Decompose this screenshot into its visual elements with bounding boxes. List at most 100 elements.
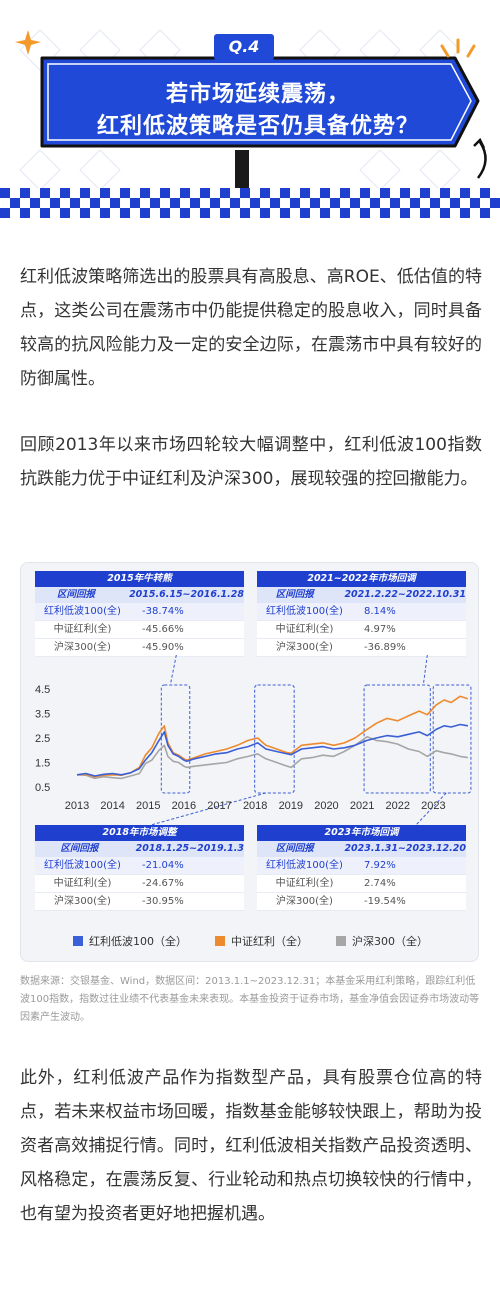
row-value: -30.95%	[142, 896, 184, 907]
legend-swatch	[336, 936, 346, 946]
range-dates: 2018.1.25~2019.1.3	[135, 843, 244, 854]
x-tick-label: 2018	[243, 800, 267, 812]
row-name: 中证红利(全)	[53, 624, 112, 635]
checker-square	[340, 188, 350, 198]
checker-square	[30, 198, 40, 208]
checker-square	[230, 198, 240, 208]
checker-square	[40, 188, 50, 198]
checker-square	[160, 188, 170, 198]
checker-square	[400, 208, 410, 218]
checker-square	[70, 198, 80, 208]
x-tick-label: 2014	[100, 800, 124, 812]
legend-swatch	[73, 936, 83, 946]
range-label: 区间回报	[57, 589, 96, 600]
row-name: 沪深300(全)	[54, 896, 111, 907]
checker-square	[220, 208, 230, 218]
row-value: -19.54%	[364, 896, 406, 907]
title-sign	[15, 30, 487, 179]
y-tick-label: 4.5	[35, 684, 50, 696]
y-tick-label: 2.5	[35, 733, 50, 745]
checker-square	[330, 198, 340, 208]
highlight-period-box	[254, 684, 295, 794]
period-table-title: 2018年市场调整	[35, 825, 244, 841]
checker-square	[480, 208, 490, 218]
checker-square	[10, 198, 20, 208]
checker-square	[320, 188, 330, 198]
period-table-title: 2015年牛转熊	[35, 571, 244, 587]
checker-square	[460, 188, 470, 198]
legend-item: 沪深300（全）	[336, 933, 428, 949]
row-value: -24.67%	[142, 878, 184, 889]
x-tick-label: 2020	[314, 800, 338, 812]
checker-square	[180, 188, 190, 198]
checker-square	[310, 198, 320, 208]
checker-square	[450, 198, 460, 208]
legend-item: 中证红利（全）	[215, 933, 308, 949]
checker-square	[20, 188, 30, 198]
checker-square	[320, 208, 330, 218]
checker-square	[120, 188, 130, 198]
range-dates: 2021.2.22~2022.10.31	[344, 589, 466, 600]
row-name: 红利低波100(全)	[44, 606, 121, 617]
row-name: 红利低波100(全)	[266, 860, 343, 871]
line-chart: 4.5 3.5 2.5 1.5 0.5 2013 2014 2015 2016 2017 2018 2…	[35, 654, 472, 826]
row-name: 中证红利(全)	[275, 624, 334, 635]
x-tick-label: 2013	[65, 800, 89, 812]
checker-square	[480, 188, 490, 198]
checker-square	[370, 198, 380, 208]
x-tick-label: 2016	[172, 800, 196, 812]
row-name: 中证红利(全)	[53, 878, 112, 889]
paragraph-outlook: 此外，红利低波产品作为指数型产品，具有股票仓位高的特点，若未来权益市场回暖，指数…	[20, 1068, 482, 1224]
page-title-line1: 若市场延续震荡，	[165, 82, 350, 107]
row-value: -21.04%	[142, 860, 184, 871]
y-tick-label: 1.5	[35, 758, 50, 770]
checker-square	[80, 188, 90, 198]
header-banner: Q.4 若市场延续震荡， 红利低波策略是否仍具备优势？	[0, 0, 500, 225]
chart-card: 2015年牛转熊 区间回报 2015.6.15~2016.1.28 红利低波100…	[20, 562, 479, 962]
checker-square	[140, 188, 150, 198]
checker-square	[340, 208, 350, 218]
checker-square	[200, 188, 210, 198]
range-label: 区间回报	[275, 589, 314, 600]
checker-square	[20, 208, 30, 218]
page-title-line2: 红利低波策略是否仍具备优势？	[96, 114, 419, 139]
checker-square	[470, 198, 480, 208]
checker-square	[280, 208, 290, 218]
checker-square	[220, 188, 230, 198]
row-name: 沪深300(全)	[54, 642, 111, 653]
checker-square	[410, 198, 420, 208]
checker-square	[240, 208, 250, 218]
checker-square	[270, 198, 280, 208]
checker-square	[130, 198, 140, 208]
period-table-title: 2021~2022年市场回调	[257, 571, 466, 587]
checker-square	[90, 198, 100, 208]
x-tick-label: 2017	[207, 800, 231, 812]
period-table-2023: 2023年市场回调 区间回报 2023.1.31~2023.12.20 红利低波1…	[257, 825, 466, 911]
checker-square	[170, 198, 180, 208]
checker-square	[350, 198, 360, 208]
paragraph-strategy: 红利低波策略筛选出的股票具有高股息、高ROE、低估值的特点，这类公司在震荡市中仍…	[20, 267, 482, 389]
row-name: 中证红利(全)	[275, 878, 334, 889]
sparkle-icon	[440, 38, 476, 58]
checker-square	[140, 208, 150, 218]
period-table-2021: 2021~2022年市场回调 区间回报 2021.2.22~2022.10.31 …	[257, 571, 466, 657]
x-tick-label: 2023	[421, 800, 445, 812]
checker-square	[60, 188, 70, 198]
checker-square	[380, 188, 390, 198]
checker-square	[260, 188, 270, 198]
checker-square	[420, 208, 430, 218]
data-source-note: 数据来源：交银基金、Wind，数据区间：2013.1.1~2023.12.31；…	[20, 976, 480, 1023]
checker-square	[460, 208, 470, 218]
legend-item: 红利低波100（全）	[73, 933, 187, 949]
y-tick-label: 3.5	[35, 709, 50, 721]
highlight-period-box	[160, 684, 191, 794]
checker-square	[300, 188, 310, 198]
checker-square	[100, 188, 110, 198]
checker-square	[440, 208, 450, 218]
highlight-period-box	[432, 684, 472, 794]
question-tag: Q.4	[214, 34, 274, 60]
y-tick-label: 0.5	[35, 782, 50, 794]
x-tick-label: 2021	[350, 800, 374, 812]
period-table-title: 2023年市场回调	[257, 825, 466, 841]
checker-square	[240, 188, 250, 198]
